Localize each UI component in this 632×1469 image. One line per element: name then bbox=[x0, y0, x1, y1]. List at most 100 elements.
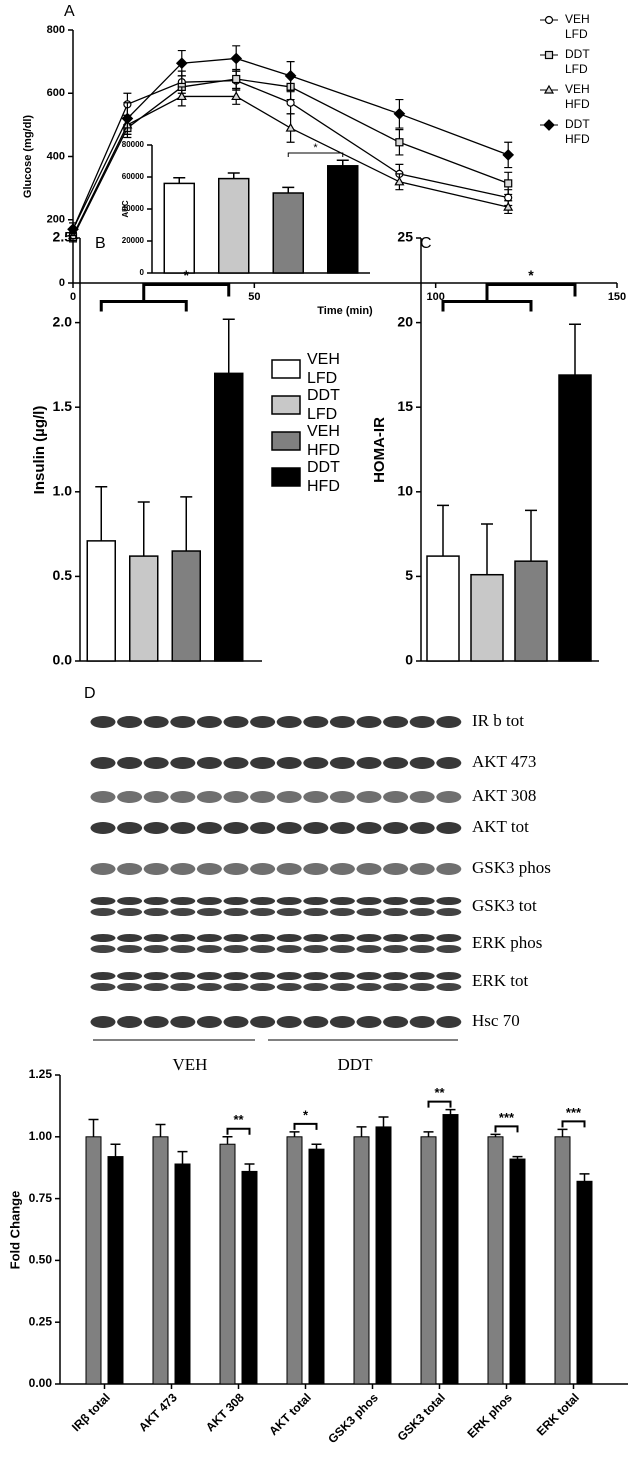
marker bbox=[504, 193, 513, 202]
blot-band bbox=[170, 983, 196, 991]
y-axis-label: HOMA-IR bbox=[371, 417, 388, 483]
blot-band bbox=[436, 897, 462, 905]
blot-band bbox=[409, 791, 435, 803]
western-blot bbox=[90, 716, 462, 1028]
blot-band bbox=[196, 863, 222, 875]
blot-band bbox=[196, 897, 222, 905]
blot-band bbox=[356, 863, 382, 875]
error-bar bbox=[227, 172, 240, 179]
blot-band bbox=[356, 972, 382, 980]
legend-label: VEH LFD bbox=[565, 12, 590, 41]
blot-band bbox=[196, 972, 222, 980]
blot-band bbox=[90, 1016, 116, 1028]
blot-band bbox=[223, 757, 249, 769]
blot-band bbox=[117, 863, 143, 875]
error-bar bbox=[437, 504, 449, 557]
y-tick-label: 1.5 bbox=[53, 398, 73, 414]
blot-band bbox=[276, 897, 302, 905]
blot-band bbox=[356, 716, 382, 728]
error-bar bbox=[525, 509, 537, 562]
blot-band bbox=[303, 863, 329, 875]
error-bar bbox=[557, 1128, 568, 1137]
blot-band bbox=[117, 908, 143, 916]
blot-band bbox=[276, 934, 302, 942]
significance-label: ** bbox=[233, 1112, 244, 1127]
significance-label: * bbox=[528, 267, 534, 283]
marker bbox=[502, 149, 515, 161]
y-tick-label: 800 bbox=[47, 24, 65, 36]
blot-band bbox=[117, 716, 143, 728]
error-bar bbox=[311, 1143, 322, 1150]
blot-band bbox=[436, 945, 462, 953]
error-bar bbox=[95, 485, 108, 541]
x-tick-label: GSK3 total bbox=[395, 1390, 448, 1443]
blot-band bbox=[276, 983, 302, 991]
blot-band bbox=[409, 716, 435, 728]
blot-band bbox=[250, 908, 276, 916]
y-tick-label: 20000 bbox=[122, 236, 145, 245]
significance-label: * bbox=[303, 1107, 309, 1122]
error-bar bbox=[423, 1131, 434, 1137]
blot-band bbox=[436, 908, 462, 916]
marker bbox=[231, 91, 242, 101]
legend-marker bbox=[544, 50, 554, 60]
legend-marker bbox=[544, 15, 554, 25]
error-bar bbox=[289, 1131, 300, 1137]
blot-band bbox=[223, 983, 249, 991]
blot-label: AKT 308 bbox=[472, 786, 536, 805]
y-tick-label: 0.50 bbox=[29, 1253, 53, 1267]
blot-band bbox=[196, 716, 222, 728]
blot-band bbox=[409, 757, 435, 769]
blot-band bbox=[356, 791, 382, 803]
blot-band bbox=[383, 945, 409, 953]
y-tick-label: 0 bbox=[140, 268, 145, 277]
blot-label: ERK phos bbox=[472, 933, 542, 952]
blot-band bbox=[356, 822, 382, 834]
blot-band bbox=[409, 1016, 435, 1028]
y-tick-label: 5 bbox=[405, 567, 413, 583]
blot-band bbox=[143, 863, 169, 875]
blot-band bbox=[329, 972, 355, 980]
blot-band bbox=[117, 945, 143, 953]
blot-band bbox=[303, 822, 329, 834]
blot-band bbox=[90, 934, 116, 942]
blot-band bbox=[90, 791, 116, 803]
bar bbox=[219, 1143, 236, 1385]
blot-band bbox=[143, 972, 169, 980]
error-bar bbox=[110, 1143, 121, 1157]
x-tick-label: IRβ total bbox=[69, 1390, 113, 1434]
panel-letter: C bbox=[420, 235, 432, 252]
blot-band bbox=[383, 863, 409, 875]
blot-band bbox=[436, 934, 462, 942]
error-bar bbox=[88, 1118, 99, 1137]
blot-band bbox=[383, 934, 409, 942]
y-tick-label: 600 bbox=[47, 87, 65, 99]
y-tick-label: 0.0 bbox=[53, 652, 73, 668]
y-tick-label: 400 bbox=[47, 150, 65, 162]
blot-band bbox=[276, 1016, 302, 1028]
bar bbox=[487, 1136, 504, 1385]
y-axis-label: Glucose (mg/dl) bbox=[22, 115, 34, 198]
error-bar bbox=[244, 1163, 255, 1172]
blot-band bbox=[276, 757, 302, 769]
blot-band bbox=[436, 983, 462, 991]
bar bbox=[174, 1163, 191, 1385]
marker bbox=[285, 122, 296, 132]
significance-bracket bbox=[293, 1122, 318, 1130]
blot-band bbox=[383, 983, 409, 991]
error-bar bbox=[579, 1173, 590, 1182]
blot-band bbox=[170, 908, 196, 916]
marker bbox=[395, 138, 404, 147]
blot-band bbox=[409, 945, 435, 953]
blot-band bbox=[196, 791, 222, 803]
blot-band bbox=[383, 716, 409, 728]
marker bbox=[394, 176, 405, 186]
x-axis-label: Time (min) bbox=[317, 305, 373, 317]
bar bbox=[308, 1148, 325, 1385]
blot-band bbox=[117, 791, 143, 803]
y-tick-label: 0.75 bbox=[29, 1191, 53, 1205]
significance-label: *** bbox=[566, 1105, 582, 1120]
error-bar bbox=[336, 159, 349, 166]
blot-band bbox=[303, 716, 329, 728]
